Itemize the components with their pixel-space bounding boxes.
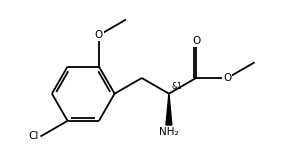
Polygon shape <box>166 94 172 125</box>
Text: &1: &1 <box>171 82 182 90</box>
Text: O: O <box>223 73 232 83</box>
Text: Cl: Cl <box>28 132 38 141</box>
Text: NH₂: NH₂ <box>159 127 179 137</box>
Text: O: O <box>192 36 200 46</box>
Text: O: O <box>95 30 103 40</box>
